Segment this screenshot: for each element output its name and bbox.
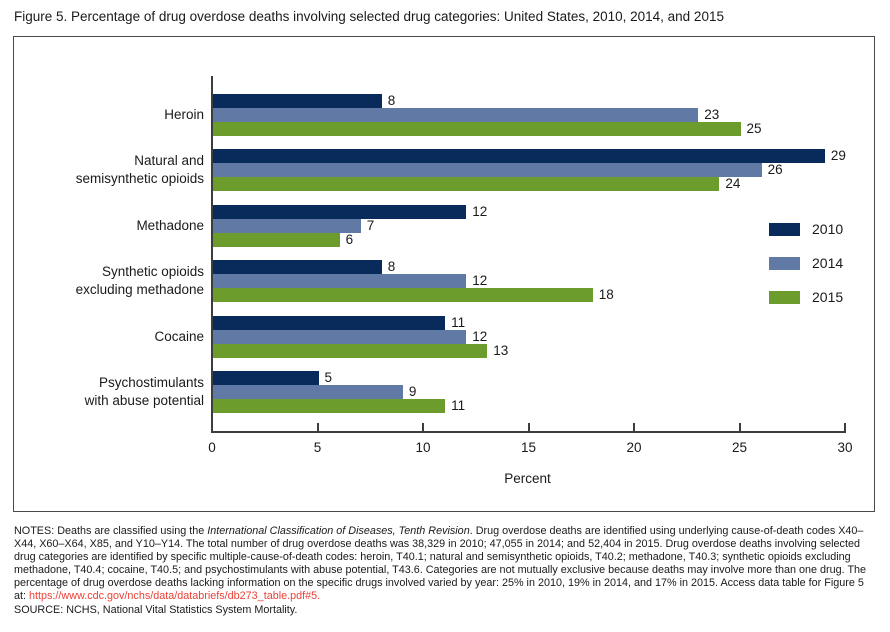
category-label: Psychostimulants with abuse potential	[84, 375, 204, 408]
notes-text: NOTES: Deaths are classified using the I…	[14, 525, 878, 617]
tick-mark	[844, 423, 846, 431]
bar-value-label: 12	[472, 328, 488, 344]
bar-2014	[213, 329, 467, 344]
notes-body: . Drug overdose deaths are identified us…	[14, 525, 867, 603]
figure-title: Figure 5. Percentage of drug overdose de…	[14, 9, 724, 24]
bar-2014	[213, 385, 403, 399]
legend-swatch-2010	[769, 223, 800, 236]
bar-value-label: 9	[408, 384, 417, 399]
bar-value-label: 8	[387, 259, 396, 275]
category-label: Natural and semisynthetic opioids	[75, 153, 204, 187]
bar-value-label: 12	[472, 203, 488, 219]
legend-label-2010: 2010	[812, 221, 844, 237]
bar-value-label: 12	[472, 273, 488, 289]
notes-italic-citation: International Classification of Diseases…	[207, 525, 470, 537]
bar-2015	[213, 399, 446, 413]
tick-label: 5	[313, 440, 322, 455]
bar-value-label: 25	[746, 121, 762, 136]
bar-2014	[213, 218, 361, 233]
tick-label: 15	[520, 440, 537, 455]
bar-2014	[213, 274, 467, 289]
tick-label: 0	[208, 440, 216, 455]
bar-2010	[213, 371, 319, 385]
bar-chart-plot: 0 5 10 15 20 25 30 Heroin 8 23 25 Natural and semis…	[14, 37, 874, 511]
bar-2010	[213, 315, 446, 330]
bar-value-label: 13	[493, 342, 509, 358]
bar-value-label: 11	[451, 398, 466, 413]
chart-frame: 0 5 10 15 20 25 30 Heroin 8 23 25 Natural and semis…	[13, 36, 875, 512]
tick-mark	[316, 423, 319, 431]
category-label: Heroin	[164, 107, 204, 122]
category-label: Methadone	[136, 217, 204, 233]
notes-prefix: NOTES: Deaths are classified using the	[14, 525, 208, 537]
data-table-link[interactable]: https://www.cdc.gov/nchs/data/databriefs…	[29, 590, 321, 603]
bar-2015	[213, 232, 340, 247]
bar-2010	[213, 94, 382, 108]
tick-mark	[633, 423, 635, 431]
category-label: Synthetic opioids excluding methadone	[75, 264, 204, 298]
bar-value-label: 23	[704, 107, 720, 122]
bar-value-label: 5	[324, 370, 333, 385]
bar-2010	[213, 260, 382, 275]
tick-mark	[422, 423, 424, 431]
bar-2015	[213, 177, 720, 192]
x-axis-title: Percent	[504, 471, 551, 486]
tick-mark	[527, 423, 530, 431]
bar-2010	[213, 204, 467, 219]
bar-2015	[213, 288, 593, 303]
bar-value-label: 29	[830, 148, 846, 164]
bar-2015	[213, 343, 488, 358]
bar-2014	[213, 163, 762, 178]
bar-2010	[213, 149, 825, 164]
tick-label: 25	[731, 440, 748, 455]
bar-value-label: 7	[366, 217, 375, 233]
y-axis-line	[211, 76, 213, 433]
category-label: Cocaine	[154, 328, 204, 344]
bar-value-label: 8	[387, 93, 396, 108]
x-axis-line	[211, 431, 846, 433]
bar-value-label: 6	[345, 231, 354, 247]
tick-mark	[738, 423, 741, 431]
bar-2014	[213, 108, 699, 122]
legend-label-2015: 2015	[812, 289, 844, 305]
tick-label: 20	[626, 440, 642, 455]
legend-label-2014: 2014	[812, 255, 844, 271]
bar-value-label: 18	[598, 287, 614, 303]
source-text: SOURCE: NCHS, National Vital Statistics …	[14, 603, 298, 616]
legend-swatch-2015	[769, 291, 800, 304]
tick-label: 30	[837, 440, 853, 455]
legend-swatch-2014	[769, 257, 800, 270]
bar-value-label: 11	[451, 314, 466, 330]
bar-value-label: 24	[725, 176, 741, 192]
bar-value-label: 26	[767, 162, 783, 178]
tick-label: 10	[415, 440, 431, 455]
bar-2015	[213, 122, 741, 136]
